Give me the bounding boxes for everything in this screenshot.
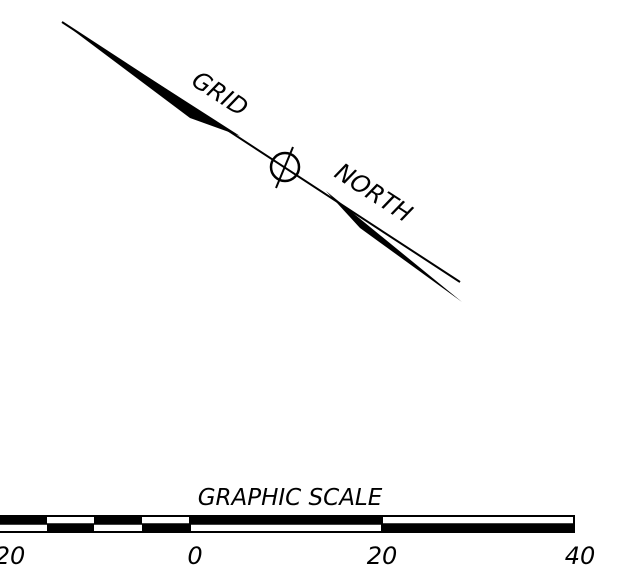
- scale-tick-label: 40: [565, 542, 596, 570]
- graphic-scale: GRAPHIC SCALE 20 0 20 40: [0, 485, 595, 570]
- scale-tick-label: 0: [187, 542, 202, 570]
- scale-segment: [382, 524, 574, 532]
- scale-segment: [94, 516, 142, 524]
- scale-segment: [142, 524, 190, 532]
- scale-segment: [0, 516, 47, 524]
- scale-segment: [47, 524, 94, 532]
- north-arrow: GRID NORTH: [61, 21, 462, 302]
- graphic-scale-title: GRAPHIC SCALE: [198, 485, 383, 511]
- north-arrow-tail-wedge: [62, 22, 240, 136]
- north-label: NORTH: [330, 158, 418, 228]
- north-arrow-crosshair-a: [275, 146, 294, 189]
- north-arrow-head-wedge: [326, 191, 462, 302]
- scale-tick-label: 20: [0, 542, 25, 570]
- scale-tick-label: 20: [367, 542, 398, 570]
- scale-segment: [190, 516, 382, 524]
- north-arrow-center-circle: [269, 151, 301, 183]
